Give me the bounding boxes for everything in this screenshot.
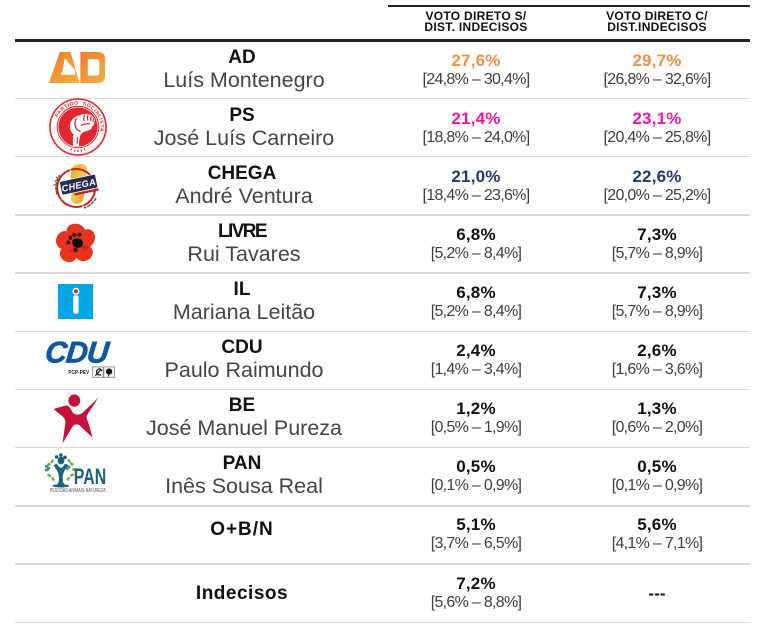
svg-text:PAN: PAN: [74, 464, 106, 489]
svg-text:PESSOAS-ANIMAIS-NATUREZA: PESSOAS-ANIMAIS-NATUREZA: [50, 488, 106, 494]
svg-text:PCP-PEV: PCP-PEV: [68, 370, 89, 376]
svg-text:CDU: CDU: [45, 338, 112, 369]
